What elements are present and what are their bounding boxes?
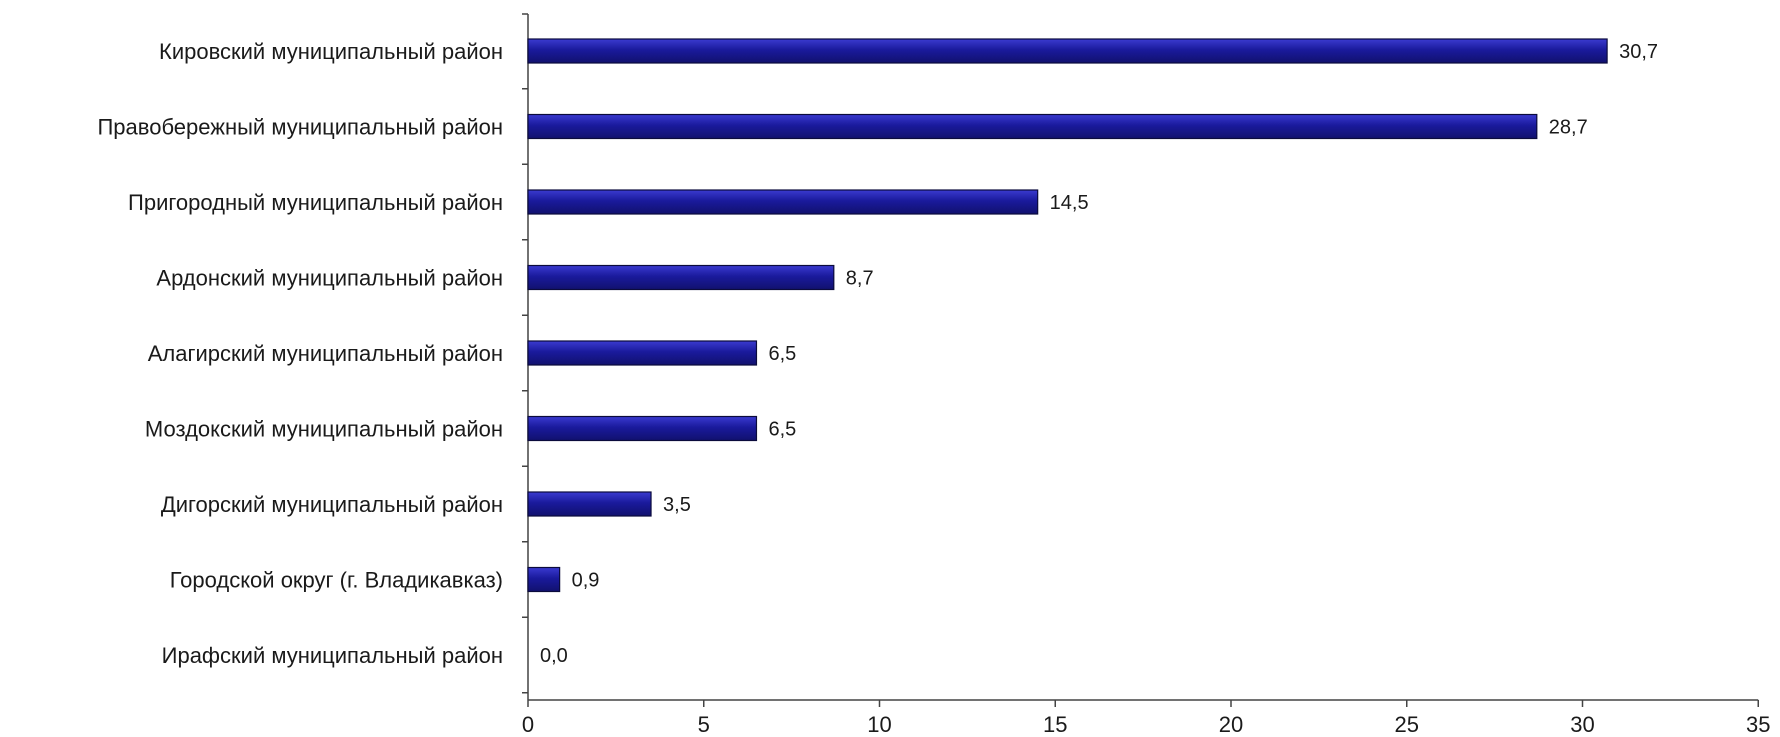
category-label: Моздокский муниципальный район [145, 417, 503, 442]
x-tick-label: 0 [522, 712, 534, 737]
bar [527, 113, 1538, 140]
category-label: Пригородный муниципальный район [128, 190, 503, 215]
category-label: Правобережный муниципальный район [97, 115, 503, 140]
category-label: Ардонский муниципальный район [156, 266, 503, 291]
data-label: 14,5 [1050, 192, 1089, 214]
data-label: 6,5 [768, 419, 796, 441]
category-label: Ирафский муниципальный район [162, 643, 503, 668]
bar [527, 415, 758, 442]
bar [527, 491, 652, 517]
data-label: 0,0 [540, 645, 568, 667]
category-label: Алагирский муниципальный район [148, 341, 503, 366]
bar [527, 264, 835, 291]
data-label: 0,9 [572, 570, 600, 592]
x-tick-label: 5 [698, 712, 710, 737]
bar [527, 566, 561, 593]
bar [527, 189, 1039, 215]
data-label: 3,5 [663, 494, 691, 516]
data-label: 8,7 [846, 268, 874, 290]
x-tick-label: 10 [867, 712, 891, 737]
x-tick-label: 30 [1570, 712, 1594, 737]
x-tick-label: 35 [1746, 712, 1770, 737]
category-label: Кировский муниципальный район [159, 39, 503, 64]
data-label: 30,7 [1619, 41, 1658, 63]
category-label: Дигорский муниципальный район [161, 492, 503, 517]
x-tick-label: 20 [1219, 712, 1243, 737]
data-label: 28,7 [1549, 117, 1588, 139]
x-tick-label: 15 [1043, 712, 1067, 737]
data-label: 6,5 [768, 343, 796, 365]
bar [527, 38, 1608, 64]
x-tick-label: 25 [1395, 712, 1419, 737]
plot-area: 0 5 10 15 20 25 30 35 Кировский муниципальный ра… [97, 13, 1770, 737]
category-label: Городской округ (г. Владикавказ) [170, 568, 503, 593]
bar [527, 340, 758, 366]
